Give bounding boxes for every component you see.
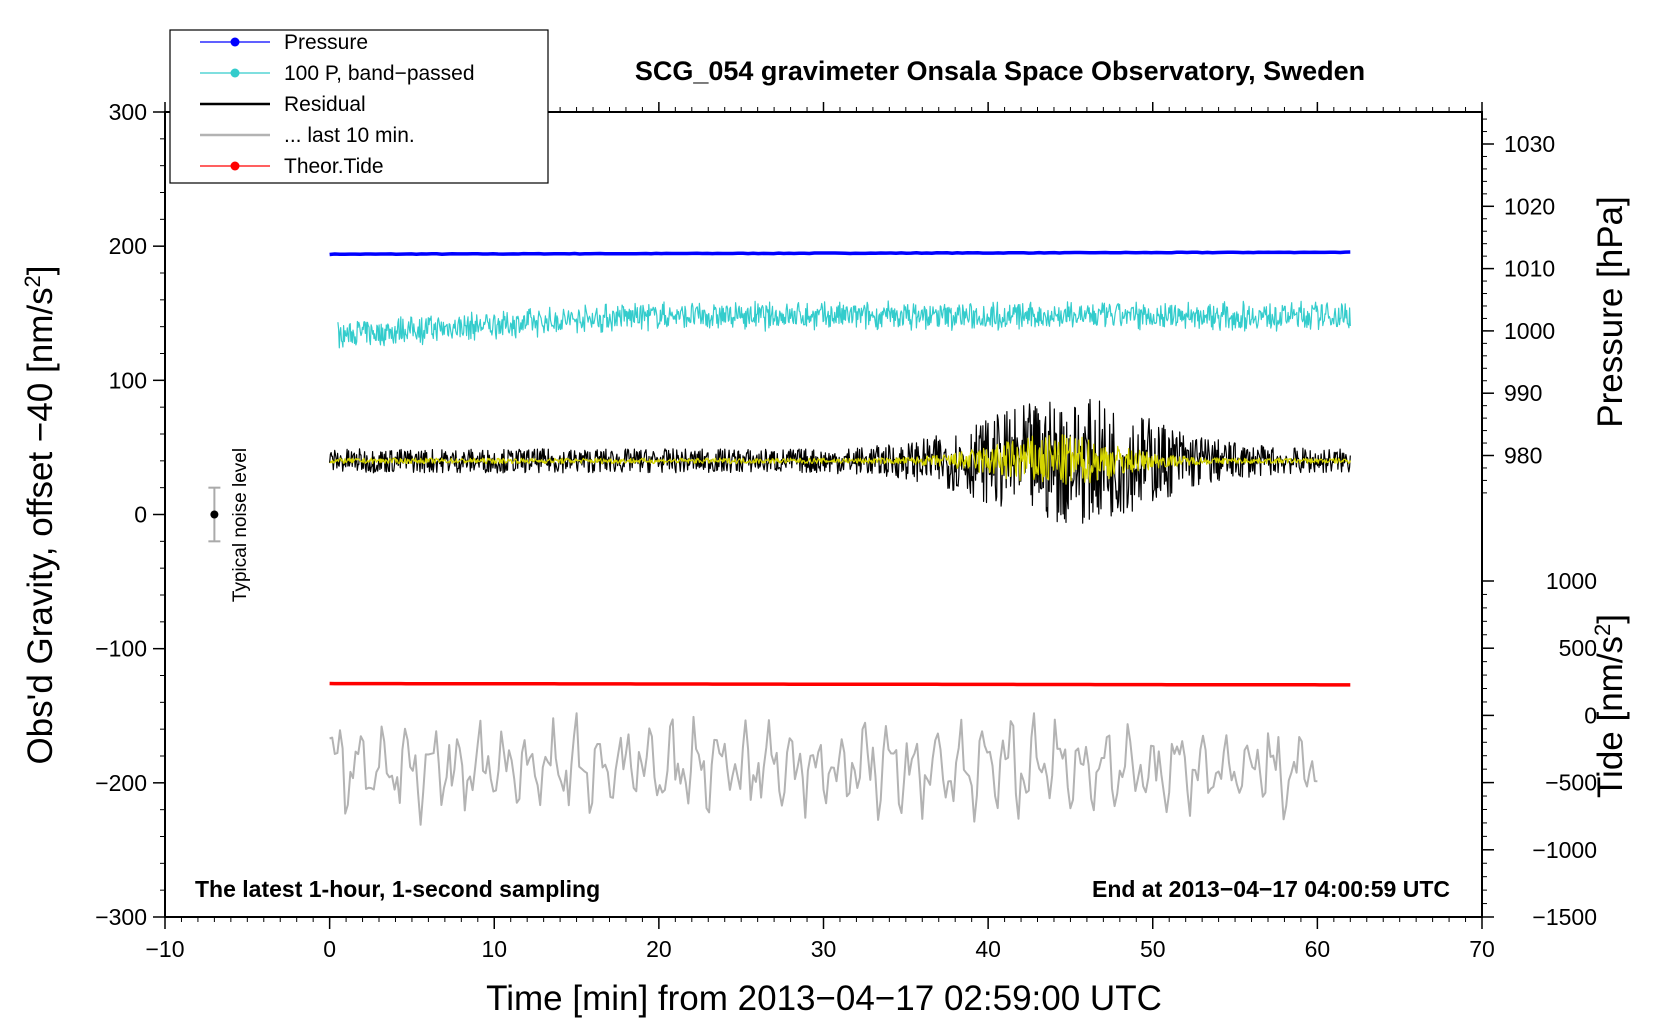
bottom-right-note: End at 2013−04−17 04:00:59 UTC [1092, 876, 1450, 902]
chart-title: SCG_054 gravimeter Onsala Space Observat… [635, 56, 1365, 86]
tide-tick-label: 500 [1559, 635, 1597, 661]
y-axis-title-left: Obs'd Gravity, offset −40 [nm/s2] [20, 265, 60, 764]
pressure-tick-label: 980 [1504, 443, 1542, 469]
x-tick-label: 60 [1305, 936, 1331, 962]
x-tick-label: 10 [481, 936, 507, 962]
pressure-tick-label: 1020 [1504, 193, 1555, 219]
legend-label: ... last 10 min. [284, 124, 415, 147]
plot-frame [164, 111, 1483, 918]
tide-tick-label: −1000 [1532, 837, 1597, 863]
pressure-tick-label: 1010 [1504, 256, 1555, 282]
right-axis-ticks: 1030 1020 1010 1000 990 980 1000 500 0 −500 −1000 −… [1482, 118, 1597, 930]
noise-label: Typical noise level [230, 448, 251, 602]
pressure-tick-label: 1030 [1504, 131, 1555, 157]
noise-bar [208, 486, 221, 543]
y-tick-label: −200 [95, 770, 147, 796]
tide-axis-title-tail: ] [1591, 614, 1630, 624]
x-tick-label: 0 [323, 936, 336, 962]
legend: Pressure 100 P, band−passed Residual ... la… [169, 29, 549, 184]
y-axis-title-left-main: Obs'd Gravity, offset −40 [nm/s [21, 287, 60, 764]
tide-axis-title: Tide [nm/s2] [1590, 614, 1630, 798]
tide-axis-title-sup: 2 [1590, 624, 1615, 636]
legend-label: Pressure [284, 31, 368, 54]
series-theor-tide [329, 681, 1351, 687]
x-axis-title: Time [min] from 2013−04−17 02:59:00 UTC [486, 979, 1162, 1018]
legend-box [169, 29, 549, 184]
y-axis-title-left-tail: ] [21, 265, 60, 275]
tide-tick-label: −1500 [1532, 904, 1597, 930]
y-tick-label: 200 [109, 233, 147, 259]
y-tick-label: 100 [109, 367, 147, 393]
tide-tick-label: 1000 [1546, 568, 1597, 594]
legend-label: 100 P, band−passed [284, 62, 475, 85]
x-tick-label: 30 [811, 936, 837, 962]
series--last-10-min [329, 712, 1318, 826]
bottom-left-note: The latest 1-hour, 1-second sampling [195, 876, 600, 902]
legend-marker [230, 161, 240, 171]
x-tick-label: 20 [646, 936, 672, 962]
y-tick-label: 300 [109, 99, 147, 125]
x-tick-label: 50 [1140, 936, 1166, 962]
tide-axis-title-main: Tide [nm/s [1591, 636, 1630, 798]
y-tick-label: 0 [134, 502, 147, 528]
x-tick-label: 40 [975, 936, 1001, 962]
series-residual-smoothed [329, 434, 1351, 485]
noise-bar-center [210, 510, 219, 519]
x-tick-label: −10 [145, 936, 184, 962]
x-tick-label: 70 [1469, 936, 1495, 962]
y-tick-label: −300 [95, 904, 147, 930]
legend-marker [230, 68, 240, 78]
y-tick-label: −100 [95, 636, 147, 662]
legend-label: Residual [284, 93, 366, 116]
series-100-p-band-passed [337, 300, 1351, 349]
series-pressure [329, 250, 1351, 257]
legend-label: Theor.Tide [284, 155, 384, 178]
tide-tick-label: 0 [1584, 702, 1597, 728]
y-axis-title-left-sup: 2 [20, 275, 45, 287]
tide-tick-label: −500 [1545, 770, 1597, 796]
pressure-tick-label: 990 [1504, 380, 1542, 406]
y-axis-ticks: 300 200 100 0 −100 −200 −300 [95, 99, 165, 930]
x-axis-ticks: −10 0 10 20 30 40 50 60 70 [145, 102, 1495, 962]
series-residual [329, 398, 1351, 524]
series-layer [329, 250, 1351, 826]
legend-marker [230, 37, 240, 47]
pressure-tick-label: 1000 [1504, 318, 1555, 344]
pressure-axis-title: Pressure [hPa] [1591, 196, 1630, 428]
